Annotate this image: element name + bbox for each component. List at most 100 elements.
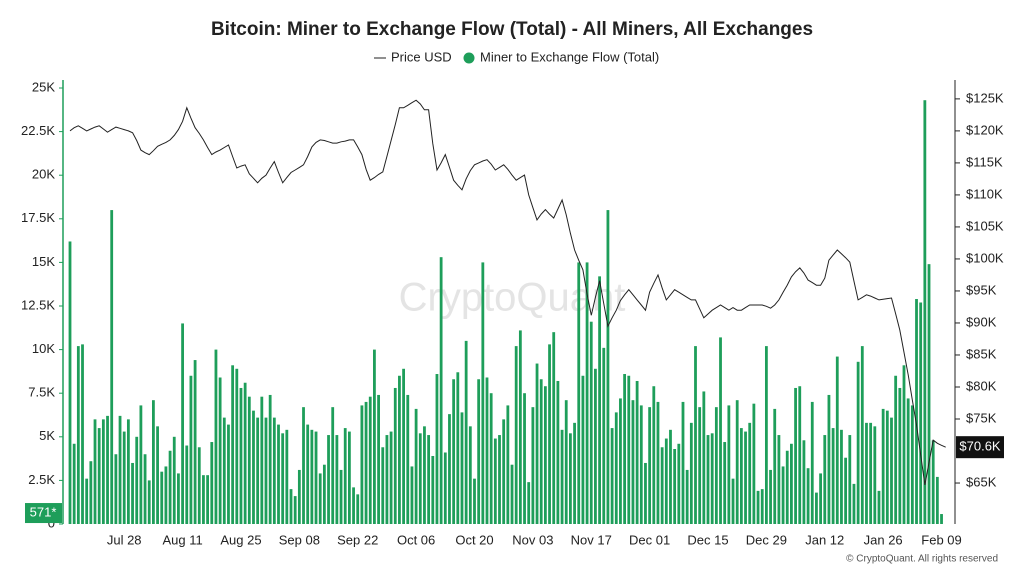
bar bbox=[118, 415, 122, 524]
x-tick-label: Oct 06 bbox=[397, 532, 435, 547]
bar bbox=[777, 435, 781, 524]
bar bbox=[373, 349, 376, 524]
bar bbox=[927, 264, 931, 524]
bar bbox=[656, 401, 660, 524]
bar bbox=[785, 450, 789, 524]
x-tick-label: Jan 26 bbox=[864, 532, 903, 547]
bar bbox=[356, 494, 360, 524]
x-tick-label: Nov 03 bbox=[512, 532, 553, 547]
bar bbox=[569, 433, 572, 524]
y2-tick-label: $120K bbox=[966, 122, 1004, 137]
bar bbox=[302, 407, 305, 524]
bar bbox=[347, 431, 351, 524]
x-tick-label: Aug 11 bbox=[162, 532, 202, 547]
bar bbox=[685, 469, 689, 524]
bar bbox=[677, 443, 681, 524]
y-tick-label: 20K bbox=[32, 167, 55, 182]
bar bbox=[819, 473, 822, 524]
bar bbox=[844, 457, 848, 524]
x-tick-label: Jan 12 bbox=[805, 532, 844, 547]
bar bbox=[293, 496, 297, 524]
bar bbox=[698, 407, 702, 524]
bar bbox=[101, 419, 105, 524]
bar bbox=[493, 438, 497, 524]
bar bbox=[252, 410, 255, 524]
bar bbox=[327, 435, 330, 524]
y2-tick-label: $75K bbox=[966, 410, 997, 425]
bar bbox=[139, 405, 143, 524]
y-tick-label: 10K bbox=[32, 341, 55, 356]
bar bbox=[243, 382, 247, 524]
bar bbox=[885, 410, 889, 524]
bar bbox=[368, 396, 372, 524]
bar bbox=[919, 302, 923, 524]
y2-tick-label: $95K bbox=[966, 282, 997, 297]
bar bbox=[823, 435, 827, 524]
bar bbox=[481, 262, 485, 524]
bar bbox=[456, 372, 460, 524]
bar bbox=[502, 419, 506, 524]
bar bbox=[239, 387, 243, 524]
bar bbox=[548, 344, 551, 524]
bar bbox=[181, 323, 184, 524]
y2-tick-label: $65K bbox=[966, 474, 997, 489]
bar bbox=[594, 368, 597, 524]
bar bbox=[881, 408, 885, 524]
y2-tick-label: $85K bbox=[966, 346, 997, 361]
bar bbox=[602, 347, 606, 524]
x-tick-label: Dec 29 bbox=[746, 532, 787, 547]
bar bbox=[218, 377, 222, 524]
bar bbox=[227, 424, 230, 524]
bar bbox=[343, 428, 347, 524]
bar bbox=[935, 476, 939, 524]
bar bbox=[193, 360, 197, 524]
bar bbox=[598, 276, 601, 524]
bar bbox=[443, 452, 447, 524]
bar bbox=[364, 401, 368, 524]
bar bbox=[877, 490, 881, 524]
bar bbox=[510, 464, 514, 524]
x-tick-label: Sep 22 bbox=[337, 532, 378, 547]
bar bbox=[890, 417, 893, 524]
bar bbox=[448, 414, 451, 524]
y2-tick-label: $90K bbox=[966, 314, 997, 329]
bar bbox=[669, 429, 672, 524]
bar bbox=[831, 428, 835, 524]
bar bbox=[172, 436, 176, 524]
bar bbox=[164, 466, 168, 524]
x-tick-label: Dec 15 bbox=[687, 532, 728, 547]
bar bbox=[514, 346, 518, 524]
bar bbox=[314, 431, 318, 524]
bar bbox=[310, 429, 314, 524]
bar bbox=[85, 478, 89, 524]
bar bbox=[214, 349, 218, 524]
bar bbox=[756, 490, 760, 524]
bar bbox=[518, 330, 522, 524]
bar bbox=[264, 417, 268, 524]
x-tick-label: Aug 25 bbox=[220, 532, 261, 547]
bar bbox=[873, 426, 877, 524]
footer: © CryptoQuant. All rights reserved bbox=[846, 554, 998, 565]
bar bbox=[827, 394, 831, 524]
bar bbox=[910, 405, 914, 524]
bar bbox=[577, 262, 581, 524]
bar bbox=[648, 407, 652, 524]
y-tick-label: 15K bbox=[32, 254, 55, 269]
bar bbox=[97, 428, 101, 524]
bar bbox=[535, 363, 539, 524]
bar bbox=[931, 440, 935, 524]
bar bbox=[489, 393, 493, 524]
bar bbox=[714, 407, 718, 524]
bar bbox=[460, 412, 464, 524]
bar bbox=[840, 429, 843, 524]
bar bbox=[606, 210, 610, 524]
last-value-label: $70.6K bbox=[959, 439, 1001, 454]
bar bbox=[435, 374, 439, 524]
bar bbox=[752, 403, 756, 524]
bar bbox=[106, 415, 109, 524]
bar bbox=[76, 346, 80, 524]
bar bbox=[635, 380, 639, 524]
chart-title: Bitcoin: Miner to Exchange Flow (Total) … bbox=[211, 19, 813, 40]
bar bbox=[702, 391, 706, 524]
bar bbox=[160, 471, 164, 524]
